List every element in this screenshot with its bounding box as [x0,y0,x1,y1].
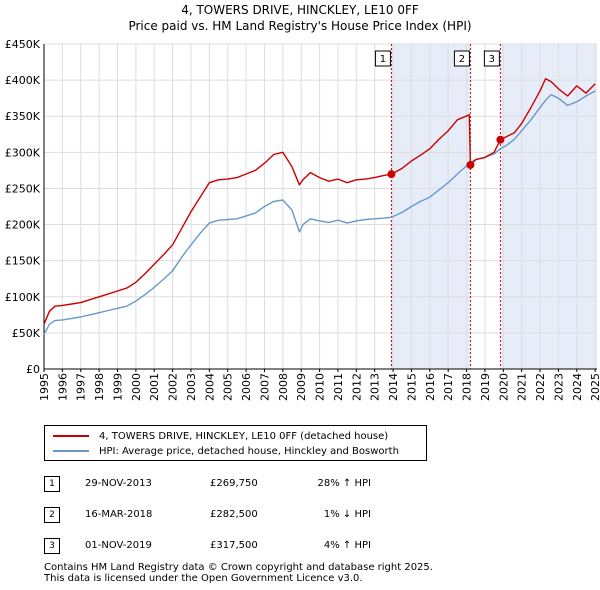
sale-hpi-change: 28% ↑ HPI [317,478,371,489]
sale-date: 01-NOV-2019 [85,540,152,551]
x-tick-label: 2014 [387,373,400,401]
x-tick-label: 2020 [497,373,510,401]
price-chart: £0 £50K £100K £150K £200K £250K £300K £350K £400… [5,38,600,401]
sale-number: 3 [44,538,60,554]
y-tick-label: £100K [5,291,41,304]
x-tick-label: 2018 [461,373,474,401]
chart-subtitle: Price paid vs. HM Land Registry's House … [128,19,472,33]
x-tick-label: 2021 [516,373,529,401]
legend-swatch-property [53,435,89,437]
y-tick-label: £50K [12,327,41,340]
x-tick-label: 1996 [56,373,69,401]
y-tick-label: £400K [5,74,41,87]
shaded-span [391,44,471,369]
footer: Contains HM Land Registry data © Crown c… [44,562,433,584]
sale-marker-label: 2 [459,54,465,65]
sale-point [387,170,396,179]
x-tick-label: 2009 [295,373,308,401]
x-tick-label: 2000 [130,373,143,401]
sale-hpi-change: 4% ↑ HPI [323,540,371,551]
x-tick-label: 2025 [589,373,600,401]
sale-price: £269,750 [210,478,258,489]
x-tick-label: 2002 [167,373,180,401]
y-tick-label: £450K [5,38,41,51]
sale-hpi-change: 1% ↓ HPI [323,509,371,520]
y-tick-label: £350K [5,110,41,123]
sale-date: 29-NOV-2013 [85,478,152,489]
sale-marker-label: 1 [380,54,386,65]
x-tick-label: 2003 [185,373,198,401]
y-tick-label: £150K [5,255,41,268]
x-tick-label: 2004 [203,373,216,401]
x-tick-label: 2022 [534,373,547,401]
legend-item-hpi: HPI: Average price, detached house, Hinc… [53,446,399,457]
x-tick-label: 2016 [424,373,437,401]
sale-marker-box [453,50,470,67]
legend: 4, TOWERS DRIVE, HINCKLEY, LE10 0FF (det… [44,425,427,461]
x-tick-label: 1995 [38,373,51,401]
chart-title: 4, TOWERS DRIVE, HINCKLEY, LE10 0FF [181,3,419,17]
sale-date: 16-MAR-2018 [85,509,153,520]
x-tick-label: 2015 [405,373,418,401]
x-tick-label: 2017 [442,373,455,401]
footer-licence: This data is licensed under the Open Gov… [44,573,363,584]
legend-label-property: 4, TOWERS DRIVE, HINCKLEY, LE10 0FF (det… [99,431,389,442]
x-tick-label: 2024 [571,373,584,401]
x-tick-label: 2012 [350,373,363,401]
y-tick-label: £300K [5,146,41,159]
x-tick-label: 2011 [332,373,345,401]
x-tick-label: 2007 [258,373,271,401]
x-tick-label: 2008 [277,373,290,401]
sale-point [466,160,475,169]
footer-copyright: Contains HM Land Registry data © Crown c… [44,562,433,573]
y-tick-label: £0 [26,363,40,376]
x-tick-label: 2013 [369,373,382,401]
x-tick-label: 2023 [552,373,565,401]
x-tick-label: 2010 [314,373,327,401]
sale-marker-box [374,50,391,67]
hpi-line [43,90,596,335]
x-tick-label: 2001 [148,373,161,401]
legend-label-hpi: HPI: Average price, detached house, Hinc… [99,446,399,457]
x-tick-label: 1999 [111,373,124,401]
x-tick-label: 1998 [93,373,106,401]
legend-swatch-hpi [53,450,89,452]
sale-number: 2 [44,507,60,523]
sale-marker-label: 3 [489,54,495,65]
legend-item-property: 4, TOWERS DRIVE, HINCKLEY, LE10 0FF (det… [53,431,388,442]
sale-number: 1 [44,476,60,492]
property-price-line [43,77,596,325]
y-tick-label: £200K [5,219,41,232]
sale-price: £317,500 [210,540,258,551]
sale-marker-box [483,50,500,67]
x-tick-label: 2006 [240,373,253,401]
x-tick-label: 1997 [75,373,88,401]
y-tick-label: £250K [5,182,41,195]
x-tick-label: 2005 [222,373,235,401]
x-tick-label: 2019 [479,373,492,401]
sale-price: £282,500 [210,509,258,520]
shaded-span [500,44,597,369]
sale-point [496,135,505,144]
